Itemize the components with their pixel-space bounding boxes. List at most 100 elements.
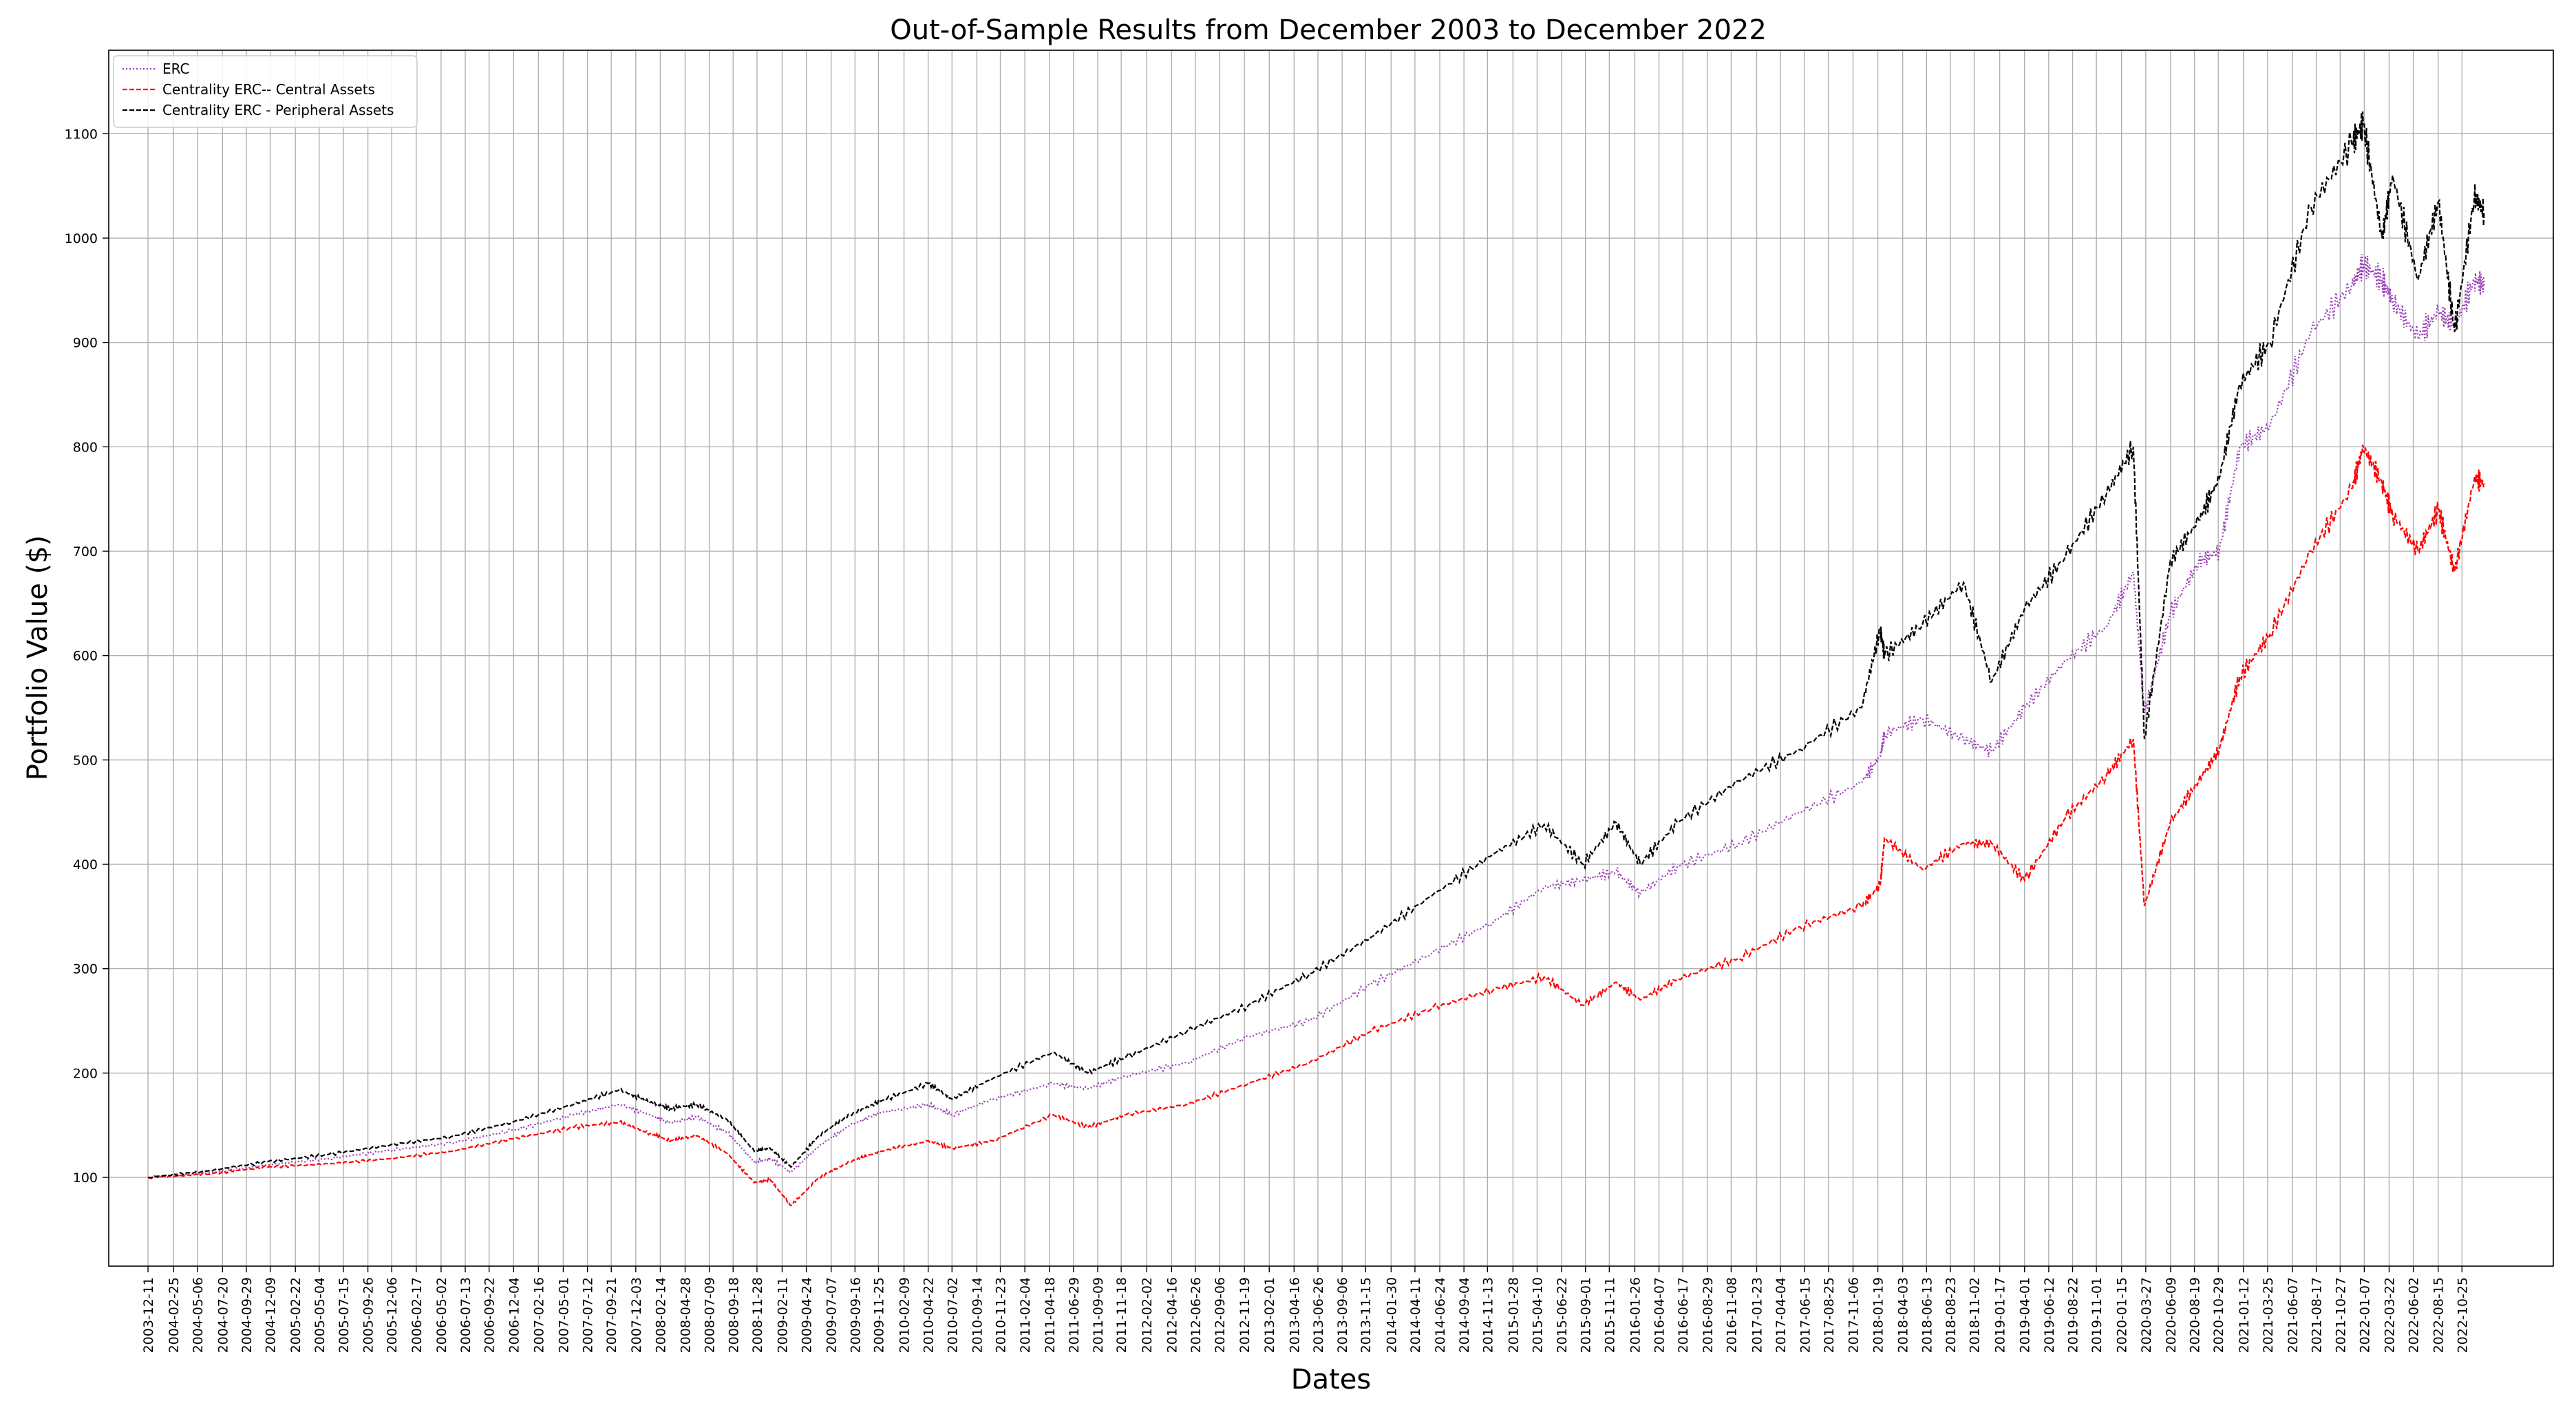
x-tick-label: 2011-02-04 <box>1018 1277 1033 1353</box>
legend-label-2: Centrality ERC-- Central Assets <box>162 81 375 98</box>
y-axis: 100 200 300 400 500 600 700 800 900 1000 1100 <box>65 127 109 1186</box>
x-tick-label: 2021-10-27 <box>2333 1277 2348 1353</box>
x-tick-label: 2010-02-09 <box>897 1277 913 1353</box>
x-tick-label: 2014-01-30 <box>1384 1277 1399 1353</box>
x-tick-label: 2017-08-25 <box>1822 1277 1837 1353</box>
x-tick-label: 2016-01-26 <box>1628 1277 1643 1353</box>
x-tick-label: 2016-08-29 <box>1701 1277 1716 1353</box>
y-tick-label: 1000 <box>65 231 98 246</box>
x-tick-label: 2006-02-17 <box>409 1277 425 1353</box>
series-line-2 <box>147 445 2485 1207</box>
x-tick-label: 2020-08-19 <box>2188 1277 2203 1353</box>
x-tick-label: 2009-11-25 <box>871 1277 886 1353</box>
x-tick-label: 2008-02-14 <box>653 1277 668 1353</box>
x-tick-label: 2019-01-17 <box>1993 1277 2008 1353</box>
x-tick-label: 2008-07-09 <box>703 1277 718 1353</box>
y-tick-label: 300 <box>73 962 98 977</box>
x-tick-label: 2011-06-29 <box>1067 1277 1082 1353</box>
x-tick-label: 2012-11-19 <box>1237 1277 1253 1353</box>
legend-box <box>113 55 418 128</box>
x-tick-label: 2009-02-11 <box>775 1277 790 1353</box>
x-tick-label: 2009-04-24 <box>800 1277 815 1353</box>
x-tick-label: 2008-11-28 <box>750 1277 765 1353</box>
x-tick-label: 2007-05-01 <box>556 1277 571 1353</box>
x-tick-label: 2022-01-07 <box>2357 1277 2372 1353</box>
x-tick-label: 2015-01-28 <box>1506 1277 1521 1353</box>
x-tick-label: 2007-02-16 <box>531 1277 546 1353</box>
x-tick-label: 2016-11-08 <box>1724 1277 1739 1353</box>
x-tick-label: 2013-11-15 <box>1359 1277 1374 1353</box>
x-tick-label: 2014-11-13 <box>1480 1277 1495 1353</box>
x-tick-label: 2012-02-02 <box>1140 1277 1155 1353</box>
x-tick-label: 2019-08-22 <box>2066 1277 2081 1353</box>
x-tick-label: 2021-03-25 <box>2261 1277 2276 1353</box>
x-tick-label: 2014-06-24 <box>1433 1277 1448 1353</box>
x-tick-label: 2013-02-01 <box>1262 1277 1277 1353</box>
y-axis-label: Portfolio Value ($) <box>22 535 54 780</box>
x-tick-label: 2019-11-01 <box>2089 1277 2105 1353</box>
x-tick-label: 2015-04-10 <box>1530 1277 1545 1353</box>
y-tick-label: 400 <box>73 857 98 873</box>
y-tick-label: 200 <box>73 1066 98 1081</box>
x-tick-label: 2013-09-06 <box>1335 1277 1350 1353</box>
x-tick-label: 2005-09-26 <box>361 1277 376 1353</box>
x-tick-label: 2021-06-07 <box>2286 1277 2301 1353</box>
x-tick-label: 2005-05-04 <box>312 1277 328 1353</box>
x-axis-label: Dates <box>1291 1364 1371 1395</box>
x-tick-label: 2006-07-13 <box>458 1277 473 1353</box>
series-line-1 <box>148 254 2485 1179</box>
x-tick-label: 2018-04-03 <box>1896 1277 1911 1353</box>
x-tick-label: 2012-04-16 <box>1164 1277 1180 1353</box>
grid <box>109 50 2553 1266</box>
x-tick-label: 2018-01-19 <box>1871 1277 1886 1353</box>
x-tick-label: 2007-07-12 <box>581 1277 596 1353</box>
x-tick-label: 2022-06-02 <box>2407 1277 2422 1353</box>
x-tick-label: 2018-08-23 <box>1944 1277 1959 1353</box>
x-tick-label: 2018-06-13 <box>1919 1277 1935 1353</box>
plot-frame <box>108 50 2554 1267</box>
y-tick-label: 800 <box>73 440 98 455</box>
x-tick-label: 2013-06-26 <box>1311 1277 1326 1353</box>
x-tick-label: 2003-12-11 <box>141 1277 156 1353</box>
x-tick-label: 2009-09-16 <box>848 1277 863 1353</box>
x-tick-label: 2004-07-20 <box>215 1277 231 1353</box>
x-tick-label: 2008-09-18 <box>726 1277 741 1353</box>
x-tick-label: 2017-01-23 <box>1750 1277 1765 1353</box>
x-tick-label: 2021-01-12 <box>2237 1277 2252 1353</box>
x-tick-label: 2004-02-25 <box>167 1277 182 1353</box>
x-tick-label: 2019-04-01 <box>2018 1277 2033 1353</box>
x-tick-label: 2010-11-23 <box>994 1277 1009 1353</box>
y-tick-label: 500 <box>73 753 98 768</box>
x-tick-label: 2014-09-04 <box>1457 1277 1472 1353</box>
x-tick-label: 2017-11-06 <box>1846 1277 1861 1353</box>
legend: ERC Centrality ERC-- Central Assets Centra… <box>113 55 418 128</box>
x-tick-label: 2009-07-07 <box>824 1277 840 1353</box>
x-tick-label: 2020-10-29 <box>2211 1277 2226 1353</box>
x-tick-label: 2010-04-22 <box>922 1277 937 1353</box>
legend-label-1: ERC <box>162 61 190 77</box>
chart-title: Out-of-Sample Results from December 2003… <box>890 14 1767 46</box>
x-tick-label: 2008-04-28 <box>679 1277 694 1353</box>
x-axis: 2003-12-11 2004-02-25 2004-05-06 2004-07-20… <box>141 1266 2470 1353</box>
y-tick-label: 100 <box>73 1170 98 1186</box>
x-tick-label: 2019-06-12 <box>2042 1277 2057 1353</box>
x-tick-label: 2004-05-06 <box>191 1277 206 1353</box>
x-tick-label: 2012-06-26 <box>1189 1277 1204 1353</box>
x-tick-label: 2012-09-06 <box>1213 1277 1228 1353</box>
x-tick-label: 2015-09-01 <box>1579 1277 1594 1353</box>
x-tick-label: 2005-07-15 <box>337 1277 352 1353</box>
x-tick-label: 2006-12-04 <box>507 1277 522 1353</box>
x-tick-label: 2017-04-04 <box>1774 1277 1789 1353</box>
x-tick-label: 2011-11-18 <box>1114 1277 1129 1353</box>
series-line-3 <box>148 111 2485 1179</box>
x-tick-label: 2010-09-14 <box>970 1277 985 1353</box>
x-tick-label: 2018-11-02 <box>1968 1277 1983 1353</box>
x-tick-label: 2004-12-09 <box>264 1277 279 1353</box>
x-tick-label: 2020-01-15 <box>2115 1277 2130 1353</box>
x-tick-label: 2006-09-22 <box>482 1277 498 1353</box>
y-tick-label: 700 <box>73 544 98 559</box>
x-tick-label: 2006-05-02 <box>434 1277 449 1353</box>
x-tick-label: 2011-04-18 <box>1043 1277 1058 1353</box>
x-tick-label: 2017-06-15 <box>1798 1277 1813 1353</box>
